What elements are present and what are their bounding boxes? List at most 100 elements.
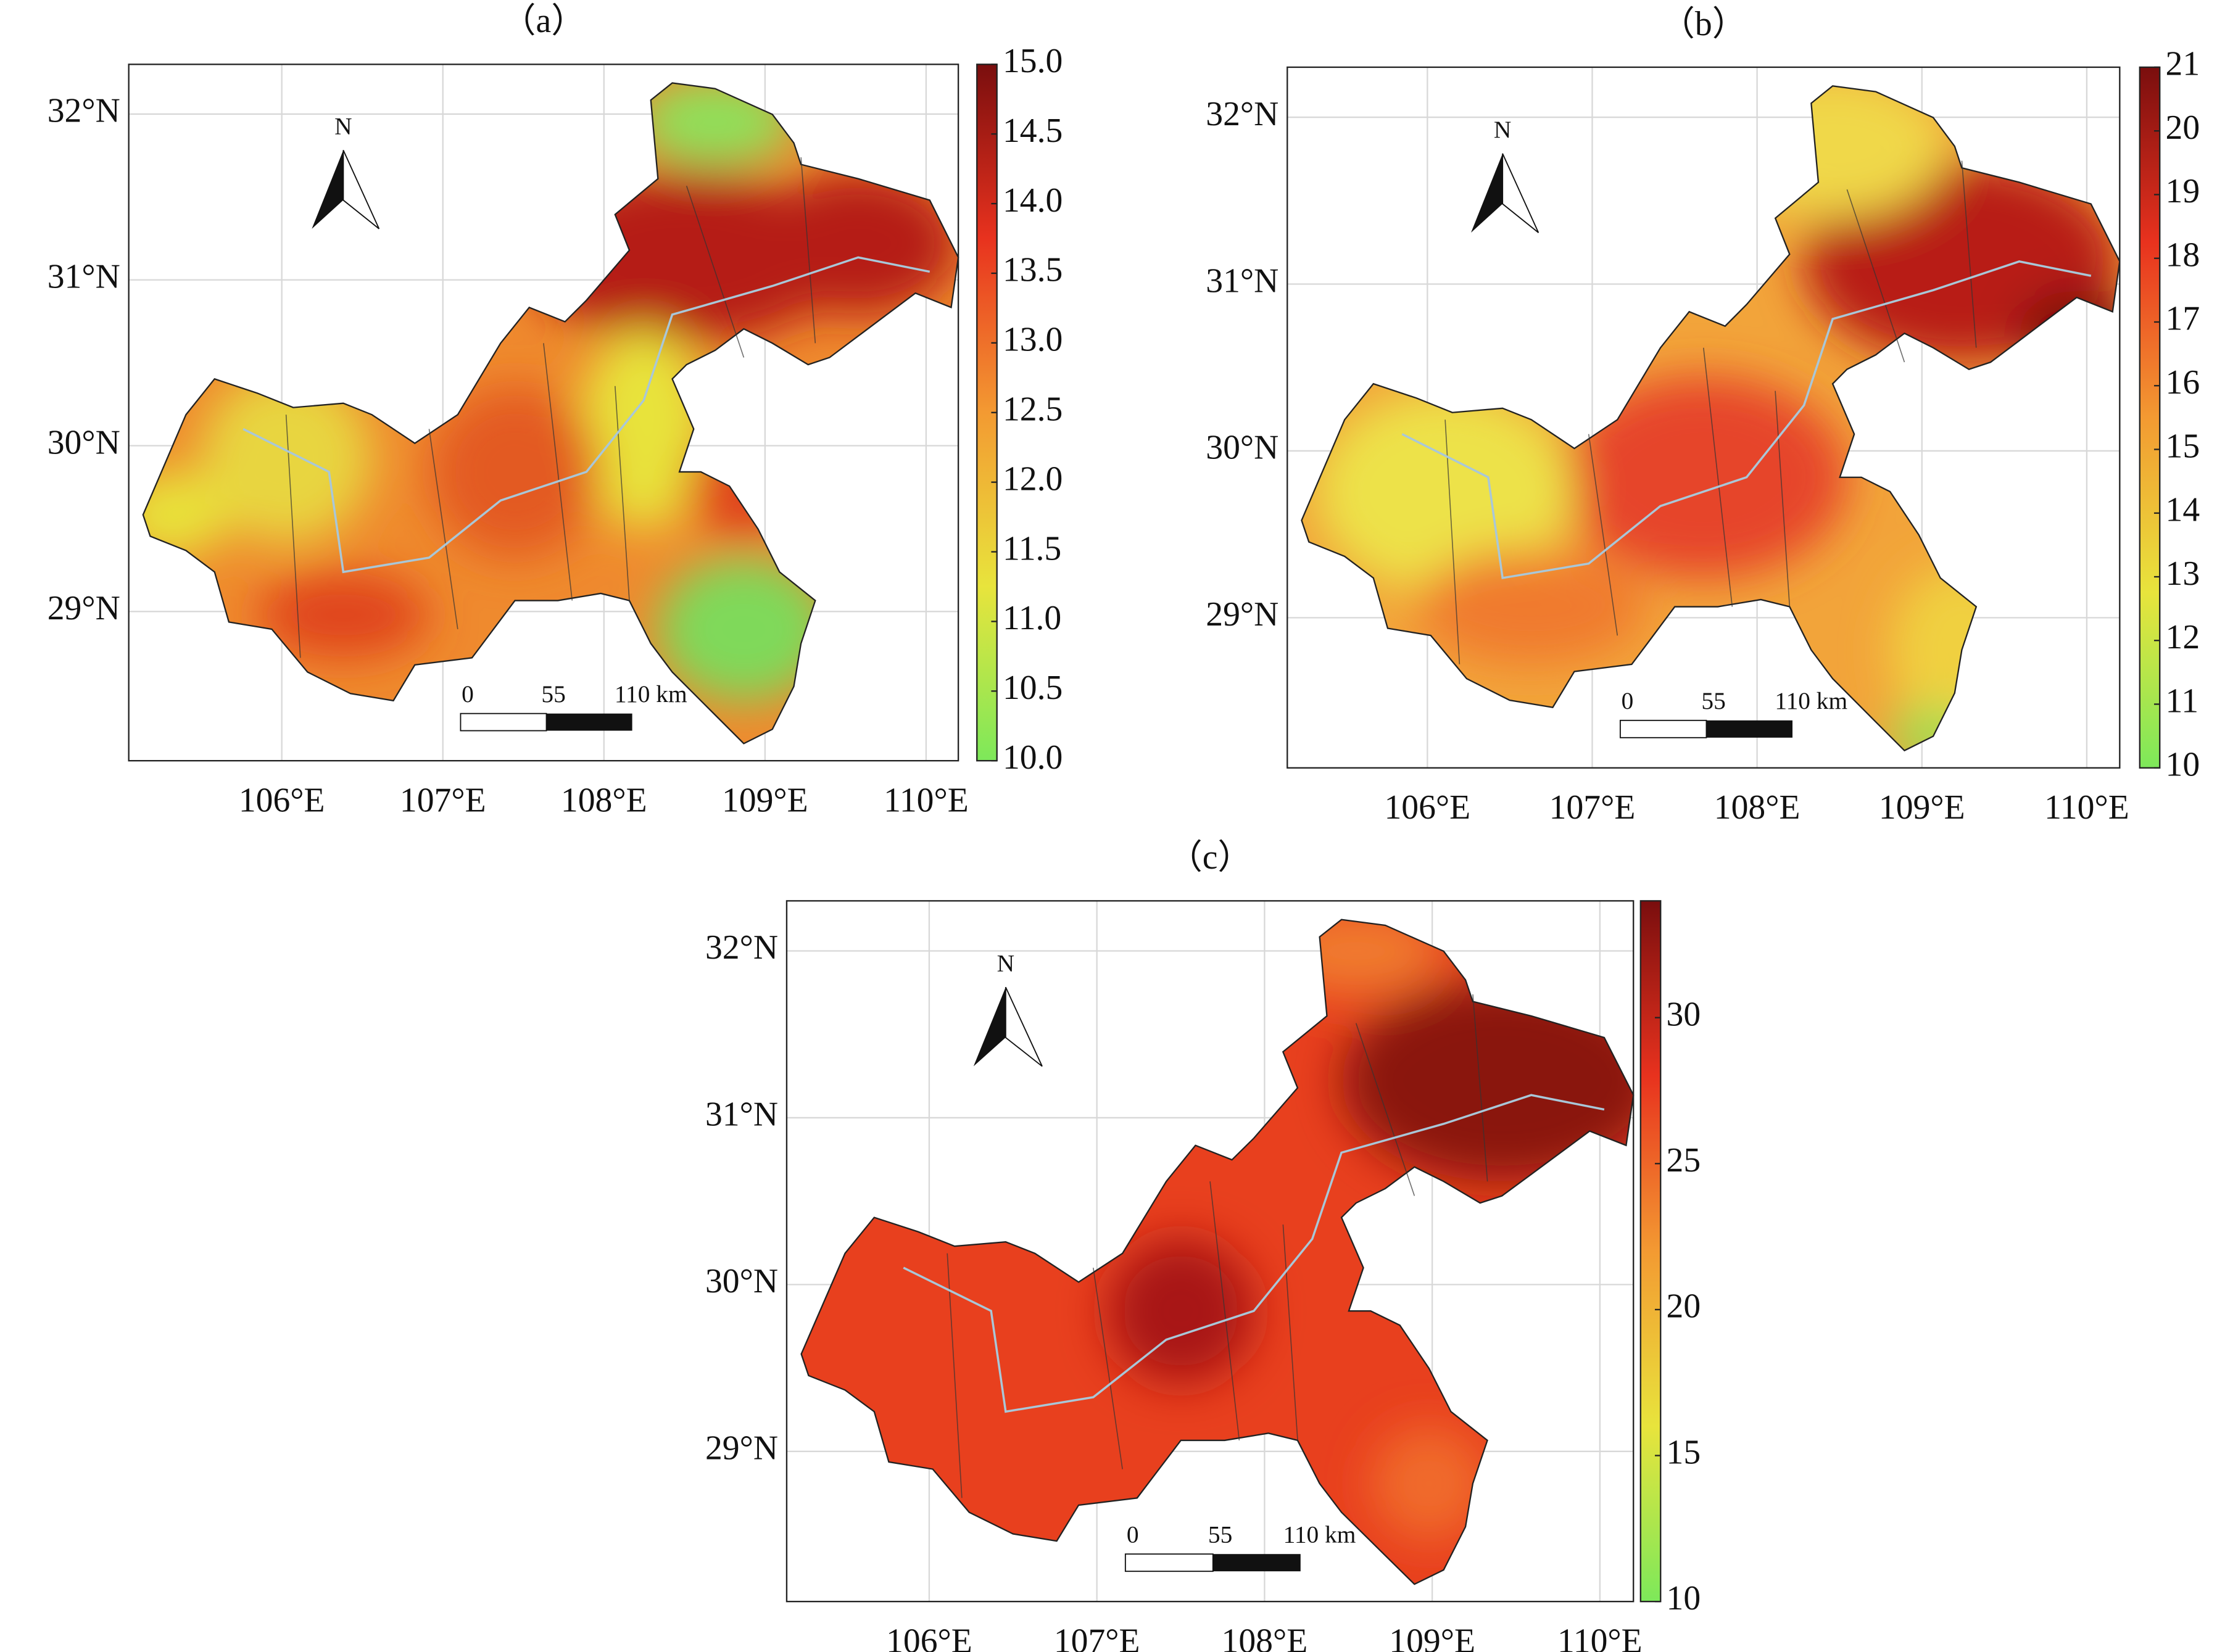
scale-bar-label: 110 km: [1775, 687, 1847, 714]
field-blobs: [143, 83, 959, 701]
x-tick-label: 107°E: [400, 781, 486, 819]
scale-bar-label: 110 km: [1283, 1521, 1356, 1548]
scale-bar-label: 55: [541, 680, 565, 708]
colorbar-tick-label: 18: [2166, 236, 2200, 274]
scale-bar-white: [1124, 1553, 1214, 1572]
district-boundary: [1775, 390, 1791, 607]
colorbar-tick-label: 30: [1667, 995, 1701, 1033]
y-tick-label: 31°N: [48, 257, 120, 295]
x-tick-label: 106°E: [239, 781, 325, 819]
colorbar-tick-label: 21: [2166, 45, 2200, 83]
field-blob: [1370, 1426, 1488, 1542]
panel-label: （b）: [1660, 5, 1746, 43]
colorbar-tick-label: 15: [1667, 1433, 1701, 1471]
district-boundary: [1961, 160, 1977, 348]
y-tick-label: 30°N: [1206, 429, 1278, 467]
district-boundary: [1209, 1181, 1240, 1441]
y-tick-label: 31°N: [1206, 262, 1278, 300]
field-blob: [200, 371, 372, 543]
scale-bar-white: [1619, 719, 1707, 738]
y-tick-label: 29°N: [48, 589, 120, 627]
colorbar-tick-label: 20: [1667, 1287, 1701, 1326]
x-tick-label: 108°E: [561, 781, 647, 819]
field-blob: [429, 386, 601, 558]
y-tick-label: 30°N: [705, 1262, 778, 1300]
north-arrow-right: [342, 150, 380, 229]
region-outline: [800, 919, 1635, 1585]
colorbar-tick-label: 10: [2166, 746, 2200, 784]
north-label: N: [997, 949, 1014, 977]
north-arrow-right: [1502, 153, 1539, 233]
x-tick-label: 110°E: [2044, 788, 2129, 827]
y-tick-label: 32°N: [1206, 95, 1278, 133]
district-boundary: [1846, 189, 1905, 363]
region-outline: [1301, 85, 2121, 752]
colorbar-tick-label: 14.0: [1003, 181, 1063, 220]
scale-bar-black: [1706, 720, 1793, 738]
field-blob: [658, 558, 830, 701]
colorbar-tick-label: 11.0: [1003, 599, 1061, 637]
x-tick-label: 109°E: [722, 781, 808, 819]
x-tick-label: 108°E: [1222, 1622, 1308, 1652]
panel-label: （c）: [1168, 838, 1252, 877]
x-tick-label: 110°E: [884, 781, 969, 819]
field-blob: [1108, 1239, 1254, 1383]
colorbar-tick-label: 25: [1667, 1141, 1701, 1179]
x-tick-label: 106°E: [1384, 788, 1470, 827]
map-frame: [785, 900, 1635, 1603]
map-frame: [128, 64, 959, 762]
colorbar: [2139, 66, 2161, 769]
district-boundary: [947, 1253, 963, 1498]
river: [242, 256, 930, 574]
colorbar-tick-label: 14: [2166, 491, 2200, 529]
colorbar-tick-label: 11.5: [1003, 529, 1061, 568]
colorbar-tick-label: 15: [2166, 427, 2200, 465]
field-blob: [257, 572, 429, 658]
x-tick-label: 110°E: [1557, 1622, 1643, 1652]
river: [903, 1094, 1605, 1413]
colorbar-tick-label: 10.5: [1003, 669, 1063, 707]
field-blob: [1416, 549, 1646, 664]
colorbar-tick-label: 12: [2166, 618, 2200, 656]
panel-label: （a）: [502, 2, 586, 40]
y-tick-label: 30°N: [48, 423, 120, 461]
y-tick-label: 32°N: [48, 92, 120, 130]
scale-bar-label: 110 km: [615, 680, 687, 708]
colorbar-tick-label: 13.0: [1003, 321, 1063, 359]
district-boundary: [543, 343, 573, 601]
region-outline: [142, 82, 959, 745]
x-tick-label: 106°E: [886, 1622, 972, 1652]
map-panel: 106°E 107°E 108°E 109°E 110°E 29°N 30°N 31°N 32°…: [705, 838, 1701, 1652]
district-boundary: [1444, 419, 1461, 664]
field-blob: [1316, 390, 1575, 593]
north-arrow-right: [1005, 986, 1043, 1067]
scale-bar-label: 0: [1622, 687, 1634, 714]
colorbar-tick-label: 12.5: [1003, 390, 1063, 429]
scale-bar-label: 55: [1208, 1521, 1232, 1548]
x-tick-label: 108°E: [1714, 788, 1801, 827]
colorbar-tick-label: 10: [1667, 1579, 1701, 1617]
district-boundary: [686, 186, 745, 358]
y-tick-label: 29°N: [1206, 595, 1278, 634]
x-tick-label: 107°E: [1054, 1622, 1140, 1652]
colorbar: [1639, 900, 1662, 1603]
colorbar-tick-label: 12.0: [1003, 460, 1063, 498]
y-tick-label: 31°N: [705, 1096, 778, 1134]
north-label: N: [334, 113, 352, 140]
district-boundary: [614, 386, 630, 601]
map-panel: 106°E 107°E 108°E 109°E 110°E 29°N 30°N 31°N 32°…: [1206, 5, 2200, 827]
y-tick-label: 29°N: [705, 1429, 778, 1468]
scale-bar-black: [1212, 1554, 1301, 1572]
colorbar-tick-label: 19: [2166, 172, 2200, 210]
colorbar-tick-label: 13.5: [1003, 251, 1063, 289]
colorbar-tick-label: 15.0: [1003, 42, 1063, 80]
river: [1401, 260, 2092, 579]
district-boundary: [428, 429, 458, 630]
district-boundary: [285, 415, 301, 658]
district-boundary: [1588, 434, 1618, 636]
x-tick-label: 109°E: [1879, 788, 1965, 827]
field-blob: [1560, 376, 1847, 578]
x-tick-label: 107°E: [1549, 788, 1636, 827]
district-boundary: [1282, 1225, 1298, 1441]
